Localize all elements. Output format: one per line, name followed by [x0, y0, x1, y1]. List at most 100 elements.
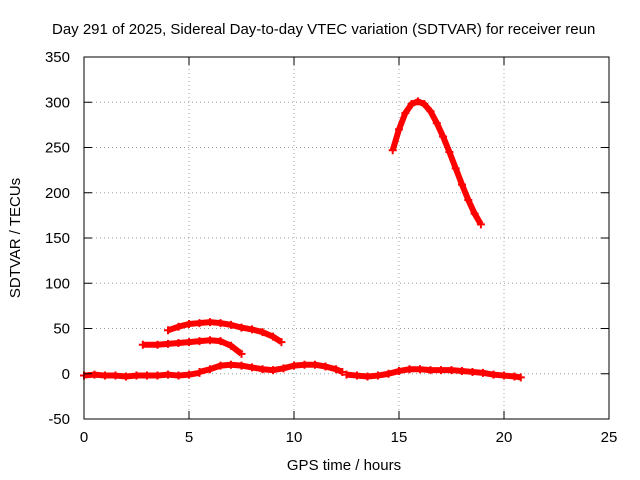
y-tick-label: -50 — [48, 411, 70, 428]
series-track-baseline-left — [80, 368, 204, 381]
data-point — [227, 341, 235, 350]
data-point — [338, 367, 347, 376]
data-point — [384, 369, 393, 378]
data-point — [164, 339, 172, 348]
data-point — [277, 338, 286, 347]
plot-frame — [83, 56, 610, 420]
y-axis-label: SDTVAR / TECUs — [7, 178, 24, 298]
x-tick-label: 15 — [391, 429, 408, 446]
y-tick-label: 50 — [53, 321, 70, 338]
series-track-peak — [388, 97, 485, 229]
data-point — [445, 148, 454, 157]
x-axis-label: GPS time / hours — [287, 457, 401, 474]
series-track-arc-upper — [164, 318, 286, 347]
data-point — [311, 360, 319, 369]
data-point — [401, 109, 410, 118]
data-point — [185, 338, 193, 347]
data-point — [174, 371, 183, 380]
data-point — [489, 370, 498, 379]
data-point — [153, 371, 162, 380]
data-point — [143, 371, 151, 380]
y-tick-label: 300 — [45, 94, 70, 111]
data-point — [458, 180, 466, 189]
data-point — [185, 319, 193, 328]
data-point — [269, 332, 277, 341]
data-point — [500, 371, 508, 380]
data-point — [248, 325, 256, 334]
data-point — [111, 371, 120, 380]
series-track-baseline-mid — [195, 360, 347, 376]
series-track — [142, 337, 244, 357]
x-tick-label: 10 — [286, 429, 303, 446]
data-points — [80, 97, 525, 382]
y-tick-label: 0 — [62, 366, 70, 383]
y-tick-label: 200 — [45, 185, 70, 202]
data-point — [388, 146, 397, 155]
data-point — [447, 366, 456, 375]
data-point — [153, 340, 162, 349]
data-point — [363, 372, 372, 381]
y-tick-label: 350 — [45, 49, 70, 66]
data-point — [451, 164, 460, 173]
data-point — [248, 363, 256, 372]
grid-lines — [84, 57, 609, 419]
data-point — [164, 326, 172, 335]
data-point — [195, 337, 204, 346]
data-point — [464, 195, 473, 204]
data-point — [476, 220, 485, 229]
data-point — [138, 340, 147, 349]
data-point — [258, 328, 267, 337]
data-point — [216, 337, 225, 346]
data-point — [122, 372, 130, 381]
data-point — [279, 364, 288, 373]
x-tick-label: 20 — [496, 429, 513, 446]
data-point — [227, 320, 235, 329]
data-point — [458, 367, 466, 376]
data-point — [290, 361, 298, 370]
data-point — [174, 338, 183, 347]
data-point — [468, 367, 477, 376]
data-point — [206, 336, 214, 345]
data-point — [439, 132, 448, 141]
y-tick-label: 250 — [45, 140, 70, 157]
data-point — [413, 97, 422, 106]
data-point — [407, 100, 416, 109]
data-point — [437, 366, 445, 375]
data-point — [227, 360, 235, 369]
data-point — [237, 361, 246, 370]
data-point — [470, 209, 479, 218]
series-track-arc-lower — [138, 336, 246, 358]
data-point — [321, 362, 330, 371]
data-point — [101, 371, 109, 380]
x-tick-label: 0 — [80, 429, 88, 446]
data-point — [174, 322, 183, 331]
data-point — [258, 365, 267, 374]
data-point — [195, 367, 204, 376]
chart-title: Day 291 of 2025, Sidereal Day-to-day VTE… — [52, 21, 595, 38]
data-point — [374, 371, 382, 380]
data-point — [342, 370, 351, 379]
y-tick-label: 100 — [45, 275, 70, 292]
data-point — [195, 319, 204, 328]
x-tick-label: 5 — [185, 429, 193, 446]
data-point — [216, 319, 225, 328]
data-point — [395, 367, 403, 376]
data-point — [432, 119, 441, 128]
data-point — [405, 365, 414, 374]
data-point — [416, 365, 424, 374]
data-point — [269, 366, 277, 375]
series-track-baseline-right — [342, 365, 525, 382]
data-point — [132, 371, 141, 380]
data-point — [426, 366, 435, 375]
y-tick-label: 150 — [45, 230, 70, 247]
data-point — [332, 365, 340, 374]
data-point — [353, 371, 361, 380]
data-point — [216, 361, 225, 370]
data-point — [395, 125, 403, 134]
x-tick-label: 25 — [601, 429, 618, 446]
data-point — [420, 100, 429, 109]
data-point — [206, 365, 214, 374]
axis-ticks: 0 5 10 15 20 25 -50 0 50 100 150 200 250 300 350 — [45, 49, 617, 446]
data-point — [206, 318, 214, 327]
